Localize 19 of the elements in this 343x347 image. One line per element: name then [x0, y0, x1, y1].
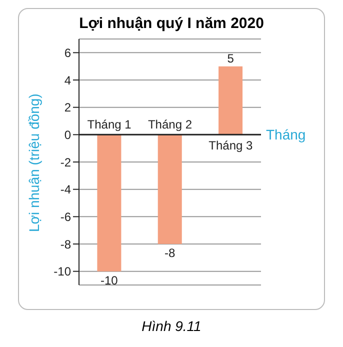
y-tick-label: -6: [60, 210, 72, 224]
y-tick-label: -2: [60, 155, 72, 170]
x-tick-label: Tháng 1: [87, 118, 132, 132]
y-tick-label: 4: [64, 73, 72, 88]
data-label: 5: [227, 51, 234, 66]
y-tick-label: 2: [64, 100, 72, 115]
chart-title: Lợi nhuận quý I năm 2020: [78, 15, 265, 32]
data-label: -10: [100, 273, 118, 288]
x-tick-label: Tháng 2: [148, 118, 192, 132]
y-tick-label: -4: [60, 182, 72, 197]
x-axis-title: Tháng: [266, 126, 306, 143]
y-tick-label: -10: [54, 264, 72, 279]
y-tick-label: 0: [64, 128, 72, 142]
text: Hình 9.11: [140, 318, 202, 334]
y-tick-label: 6: [64, 46, 72, 60]
y-axis-title: Lợi nhuận (triệu đồng): [26, 94, 42, 232]
x-tick-label: Tháng 3: [208, 138, 254, 153]
data-label: -8: [164, 246, 176, 260]
y-tick-label: -8: [60, 237, 72, 252]
